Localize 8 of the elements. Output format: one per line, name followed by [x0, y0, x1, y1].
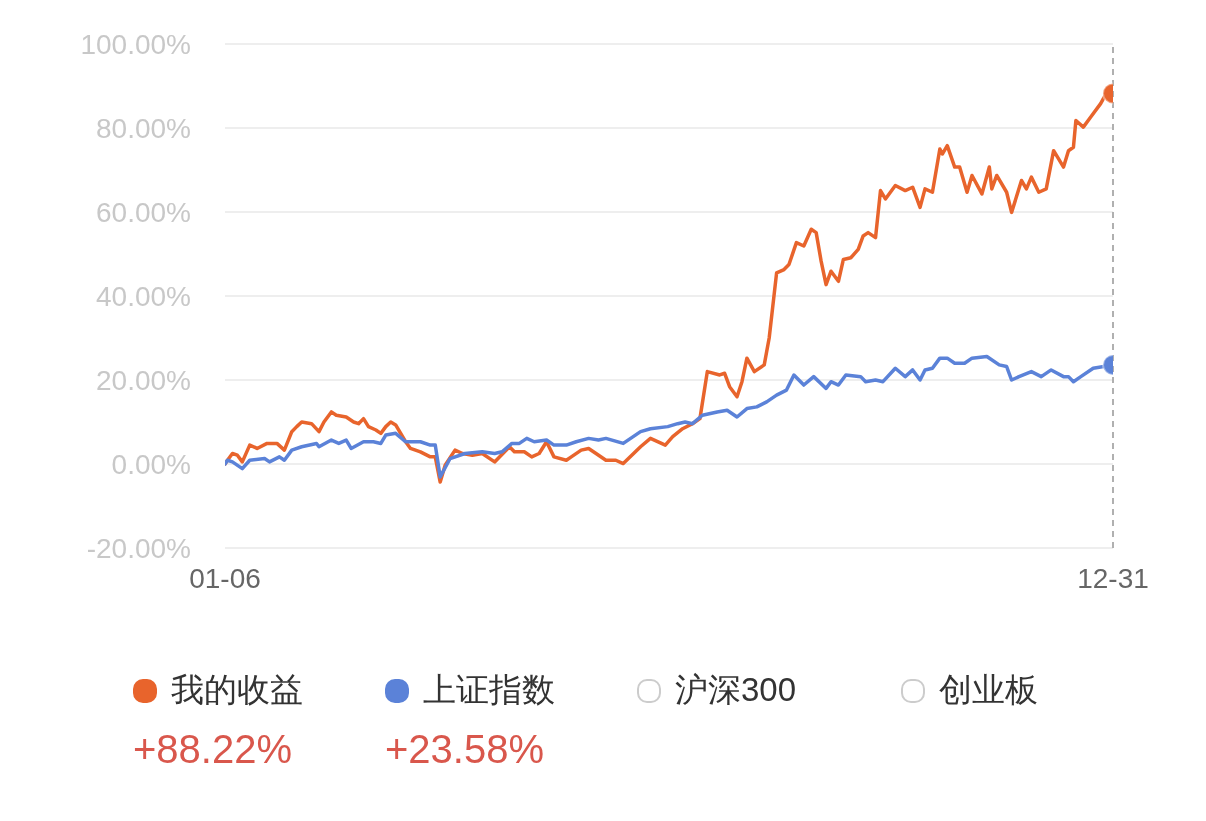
legend-label: 创业板	[938, 670, 1039, 710]
x-tick-label: 12-31	[1077, 562, 1149, 594]
text: +88.22%	[133, 727, 294, 772]
legend-label: 沪深300	[674, 670, 798, 710]
text: +23.58%	[385, 727, 546, 772]
legend-label: 我的收益	[170, 670, 304, 710]
legend-label: 上证指数	[422, 670, 556, 710]
x-tick-label: 01-06	[189, 562, 261, 594]
